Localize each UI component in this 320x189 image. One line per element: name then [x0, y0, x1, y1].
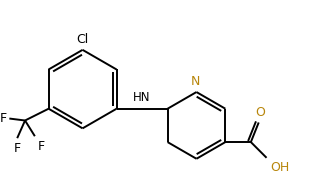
Text: N: N — [191, 75, 200, 88]
Text: HN: HN — [133, 91, 151, 104]
Text: F: F — [14, 142, 21, 155]
Text: F: F — [38, 140, 45, 153]
Text: O: O — [255, 105, 265, 119]
Text: Cl: Cl — [76, 33, 89, 46]
Text: OH: OH — [270, 161, 290, 174]
Text: F: F — [0, 112, 6, 125]
